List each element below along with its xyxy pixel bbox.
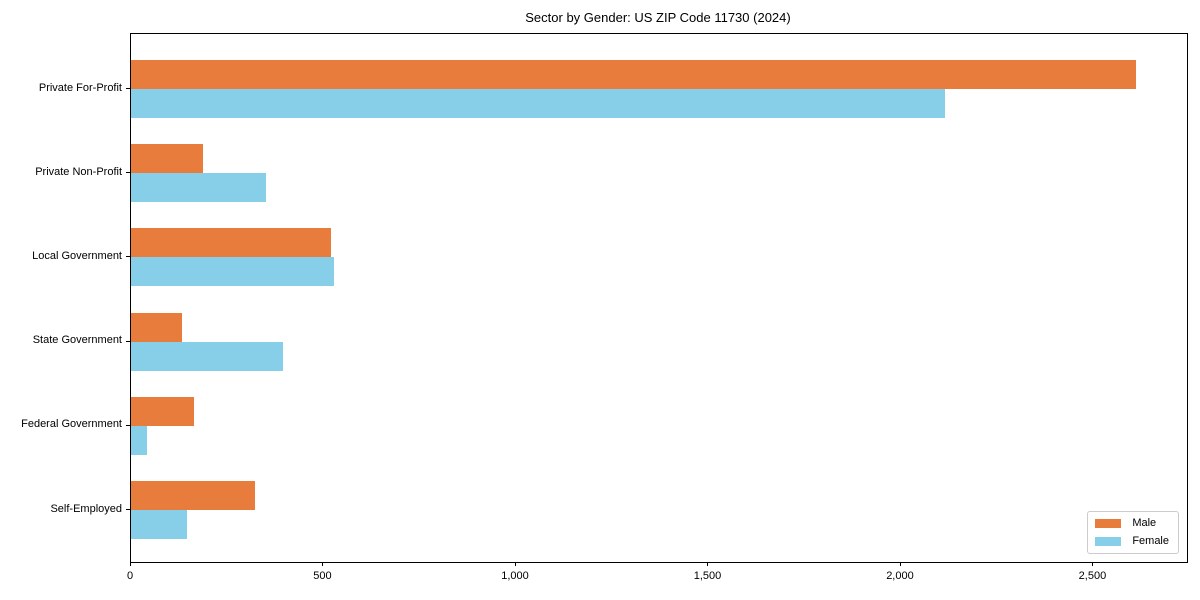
bar-female-local-government (131, 257, 334, 287)
xtick-mark-2000 (899, 561, 901, 566)
ytick-mark-local-government (126, 256, 130, 258)
bar-male-federal-government (131, 396, 194, 426)
plot-area: Male Female (130, 32, 1188, 563)
xtick-label-1000: 1,000 (501, 569, 529, 582)
legend-label-female: Female (1132, 534, 1169, 547)
ytick-label-private-for-profit: Private For-Profit (38, 81, 122, 94)
legend-row-female: Female (1095, 534, 1169, 547)
bar-female-self-employed (131, 510, 187, 539)
ytick-mark-private-non-profit (126, 172, 130, 174)
xtick-label-0: 0 (126, 569, 134, 582)
xtick-mark-1000 (514, 561, 516, 566)
legend-swatch-male (1095, 518, 1122, 528)
legend: Male Female (1087, 510, 1179, 554)
xtick-mark-500 (322, 561, 324, 566)
ytick-label-local-government: Local Government (32, 249, 122, 262)
xtick-label-2500: 2,500 (1078, 569, 1107, 582)
ytick-label-self-employed: Self-Employed (50, 502, 122, 515)
ytick-label-federal-government: Federal Government (21, 418, 122, 431)
bar-male-self-employed (131, 481, 255, 510)
chart-title: Sector by Gender: US ZIP Code 11730 (202… (525, 10, 791, 25)
xtick-mark-2500 (1092, 561, 1094, 566)
xtick-mark-1500 (707, 561, 709, 566)
ytick-mark-federal-government (126, 424, 130, 426)
bar-male-private-for-profit (131, 60, 1136, 89)
bar-male-private-non-profit (131, 144, 203, 174)
bar-male-local-government (131, 228, 331, 258)
ytick-label-private-non-profit: Private Non-Profit (35, 165, 122, 178)
xtick-label-2000: 2,000 (886, 569, 914, 582)
bar-male-state-government (131, 312, 182, 342)
xtick-label-1500: 1,500 (693, 569, 722, 582)
bar-female-state-government (131, 341, 283, 371)
bar-female-private-for-profit (131, 89, 945, 118)
bar-female-federal-government (131, 425, 147, 455)
xtick-mark-0 (130, 561, 131, 566)
xtick-label-500: 500 (313, 569, 332, 582)
legend-label-male: Male (1132, 516, 1157, 529)
ytick-mark-self-employed (126, 509, 130, 510)
bar-female-private-non-profit (131, 173, 266, 203)
legend-swatch-female (1095, 536, 1122, 546)
ytick-mark-state-government (126, 340, 130, 342)
ytick-label-state-government: State Government (32, 334, 122, 347)
legend-row-male: Male (1095, 516, 1169, 529)
ytick-mark-private-for-profit (126, 88, 130, 89)
